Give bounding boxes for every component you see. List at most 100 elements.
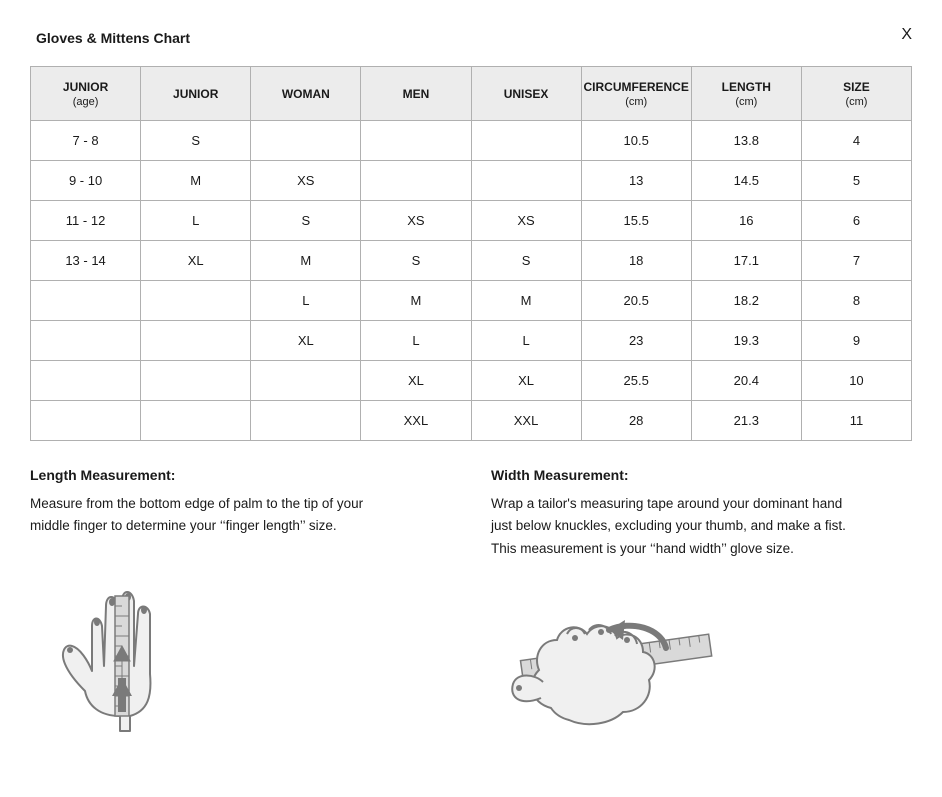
col-header: CIRCUMFERENCE (cm) [581, 67, 691, 121]
table-cell [251, 361, 361, 401]
table-cell: S [251, 201, 361, 241]
table-cell: S [471, 241, 581, 281]
table-cell: 11 [801, 401, 911, 441]
table-cell: XXL [471, 401, 581, 441]
table-cell: 23 [581, 321, 691, 361]
table-cell [31, 401, 141, 441]
col-header: LENGTH (cm) [691, 67, 801, 121]
table-cell: 20.5 [581, 281, 691, 321]
col-header: WOMAN [251, 67, 361, 121]
table-cell [251, 401, 361, 441]
table-cell [361, 121, 471, 161]
col-header-label: UNISEX [504, 87, 549, 101]
col-header-label: LENGTH [722, 80, 771, 94]
table-cell: L [141, 201, 251, 241]
width-body: Wrap a tailor's measuring tape around yo… [491, 493, 861, 560]
table-cell: XS [251, 161, 361, 201]
table-cell [141, 281, 251, 321]
table-cell: 13.8 [691, 121, 801, 161]
table-row: 7 - 8S 10.513.84 [31, 121, 912, 161]
table-cell: 9 [801, 321, 911, 361]
table-cell [471, 121, 581, 161]
length-hand-illustration [30, 556, 451, 736]
table-cell: XS [471, 201, 581, 241]
table-cell: 18 [581, 241, 691, 281]
col-header-sub: (cm) [802, 96, 911, 108]
table-cell: 16 [691, 201, 801, 241]
col-header: JUNIOR [141, 67, 251, 121]
table-row: XXLXXL2821.311 [31, 401, 912, 441]
table-cell: 10 [801, 361, 911, 401]
table-cell: M [141, 161, 251, 201]
table-cell [31, 321, 141, 361]
length-heading: Length Measurement: [30, 467, 451, 483]
table-cell: 8 [801, 281, 911, 321]
table-cell: L [251, 281, 361, 321]
instructions: Length Measurement: Measure from the bot… [30, 467, 912, 748]
col-header: MEN [361, 67, 471, 121]
table-row: LMM20.518.28 [31, 281, 912, 321]
table-row: XLLL2319.39 [31, 321, 912, 361]
table-cell: 4 [801, 121, 911, 161]
table-cell: L [471, 321, 581, 361]
table-cell: 14.5 [691, 161, 801, 201]
page-title: Gloves & Mittens Chart [36, 30, 190, 46]
table-cell: S [141, 121, 251, 161]
col-header-sub: (cm) [582, 96, 691, 108]
length-body: Measure from the bottom edge of palm to … [30, 493, 400, 538]
table-cell: 28 [581, 401, 691, 441]
table-cell: 13 - 14 [31, 241, 141, 281]
close-icon[interactable]: X [895, 24, 918, 46]
table-cell [141, 321, 251, 361]
table-cell [31, 361, 141, 401]
col-header-sub: (cm) [692, 96, 801, 108]
table-cell: 7 - 8 [31, 121, 141, 161]
table-cell: M [361, 281, 471, 321]
width-heading: Width Measurement: [491, 467, 912, 483]
table-cell: XXL [361, 401, 471, 441]
table-cell: L [361, 321, 471, 361]
table-cell: 11 - 12 [31, 201, 141, 241]
length-measurement-section: Length Measurement: Measure from the bot… [30, 467, 451, 748]
table-cell: 20.4 [691, 361, 801, 401]
table-cell [471, 161, 581, 201]
size-chart-table: JUNIOR (age) JUNIOR WOMAN MEN UNISEX CIRCUMFER… [30, 66, 912, 441]
col-header-label: WOMAN [282, 87, 330, 101]
table-row: 9 - 10MXS 1314.55 [31, 161, 912, 201]
col-header-sub: (age) [31, 96, 140, 108]
col-header-label: JUNIOR [63, 80, 108, 94]
table-cell: XL [141, 241, 251, 281]
col-header: UNISEX [471, 67, 581, 121]
table-cell: 13 [581, 161, 691, 201]
table-row: 13 - 14XLMSS1817.17 [31, 241, 912, 281]
col-header: SIZE (cm) [801, 67, 911, 121]
table-row: XLXL25.520.410 [31, 361, 912, 401]
table-cell: XL [251, 321, 361, 361]
table-cell: 10.5 [581, 121, 691, 161]
col-header: JUNIOR (age) [31, 67, 141, 121]
table-cell: 21.3 [691, 401, 801, 441]
col-header-label: JUNIOR [173, 87, 218, 101]
table-cell: 19.3 [691, 321, 801, 361]
table-cell: 25.5 [581, 361, 691, 401]
width-measurement-section: Width Measurement: Wrap a tailor's measu… [491, 467, 912, 748]
col-header-label: SIZE [843, 80, 870, 94]
table-cell: S [361, 241, 471, 281]
width-hand-illustration [491, 578, 912, 748]
col-header-label: MEN [403, 87, 430, 101]
table-cell: XL [361, 361, 471, 401]
col-header-label: CIRCUMFERENCE [584, 80, 689, 94]
table-cell: 6 [801, 201, 911, 241]
table-cell: 15.5 [581, 201, 691, 241]
table-cell: 7 [801, 241, 911, 281]
table-cell [31, 281, 141, 321]
table-cell: 17.1 [691, 241, 801, 281]
table-row: 11 - 12LSXSXS15.5166 [31, 201, 912, 241]
table-cell [141, 401, 251, 441]
table-cell: M [471, 281, 581, 321]
table-cell [141, 361, 251, 401]
table-cell: 9 - 10 [31, 161, 141, 201]
table-cell: M [251, 241, 361, 281]
table-cell [251, 121, 361, 161]
table-cell: 5 [801, 161, 911, 201]
